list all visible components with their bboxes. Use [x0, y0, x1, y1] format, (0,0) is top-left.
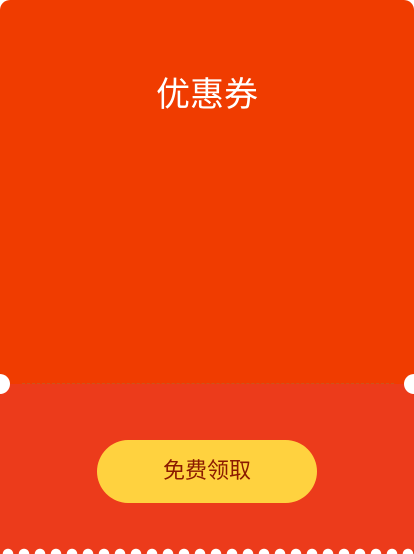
dashed-divider — [22, 383, 394, 384]
notch — [404, 374, 414, 394]
coupon-top — [0, 0, 414, 384]
notch — [0, 374, 10, 394]
scalloped-edge — [0, 544, 414, 554]
coupon-title: 优惠券 — [156, 75, 258, 115]
claim-button[interactable]: 免费领取 — [97, 440, 317, 503]
